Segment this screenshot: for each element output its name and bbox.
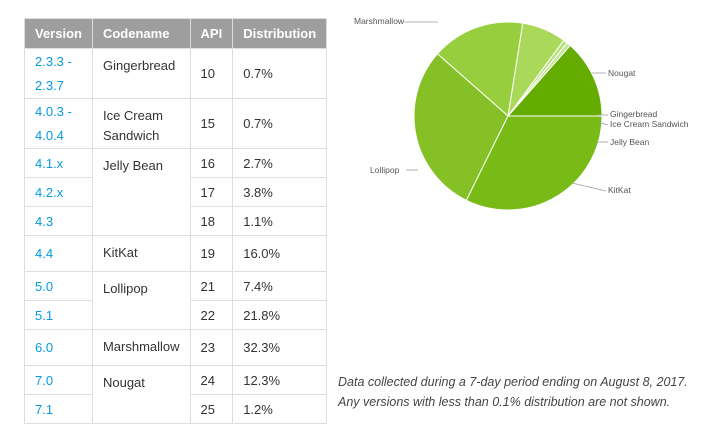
distribution-cell: 3.8% bbox=[232, 177, 328, 207]
table-row: 4.0.3 - 4.0.4 Ice Cream Sandwich 15 0.7% bbox=[24, 98, 328, 149]
codename-cell: Gingerbread bbox=[91, 48, 191, 99]
version-link[interactable]: 2.3.3 - 2.3.7 bbox=[24, 48, 93, 99]
footnote-line-2: Any versions with less than 0.1% distrib… bbox=[338, 395, 671, 409]
table-row: 6.0 Marshmallow 23 32.3% bbox=[24, 329, 328, 366]
table-row: 4.4 KitKat 19 16.0% bbox=[24, 235, 328, 272]
codename-cell: Nougat bbox=[91, 365, 191, 424]
pie-label-lollipop: Lollipop bbox=[370, 165, 400, 175]
pie-slice-kitkat bbox=[436, 21, 524, 117]
distribution-cell: 0.7% bbox=[232, 48, 328, 99]
table-row: 4.3 18 1.1% bbox=[24, 206, 328, 236]
version-text[interactable]: 4.0.3 - 4.0.4 bbox=[35, 103, 72, 143]
distribution-cell: 32.3% bbox=[232, 329, 328, 366]
version-link[interactable]: 5.0 bbox=[24, 271, 93, 301]
distribution-cell: 1.2% bbox=[232, 394, 328, 424]
codename-cell: Jelly Bean bbox=[91, 148, 191, 236]
version-link[interactable]: 4.4 bbox=[24, 235, 93, 272]
distribution-cell: 7.4% bbox=[232, 271, 328, 301]
table-row: 5.1 22 21.8% bbox=[24, 300, 328, 330]
version-link[interactable]: 4.0.3 - 4.0.4 bbox=[24, 98, 93, 149]
version-link[interactable]: 4.1.x bbox=[24, 148, 93, 178]
table-row: 7.1 25 1.2% bbox=[24, 394, 328, 424]
api-cell: 10 bbox=[189, 48, 234, 99]
distribution-cell: 21.8% bbox=[232, 300, 328, 330]
version-link[interactable]: 5.1 bbox=[24, 300, 93, 330]
header-distribution: Distribution bbox=[232, 18, 328, 49]
distribution-cell: 0.7% bbox=[232, 98, 328, 149]
api-cell: 16 bbox=[189, 148, 234, 178]
api-cell: 22 bbox=[189, 300, 234, 330]
pie-label-kitkat: KitKat bbox=[608, 185, 631, 195]
pie-label-nougat: Nougat bbox=[608, 68, 636, 78]
version-link[interactable]: 4.2.x bbox=[24, 177, 93, 207]
api-cell: 18 bbox=[189, 206, 234, 236]
pie-slice-nougat bbox=[506, 44, 603, 117]
header-api: API bbox=[189, 18, 234, 49]
pie-slice-marshmallow bbox=[465, 115, 603, 211]
api-cell: 24 bbox=[189, 365, 234, 395]
table-row: 2.3.3 - 2.3.7 Gingerbread 10 0.7% bbox=[24, 48, 328, 99]
table-row: 5.0 Lollipop 21 7.4% bbox=[24, 271, 328, 330]
table-row: 4.1.x Jelly Bean 16 2.7% bbox=[24, 148, 328, 236]
api-cell: 21 bbox=[189, 271, 234, 301]
distribution-cell: 1.1% bbox=[232, 206, 328, 236]
version-link[interactable]: 4.3 bbox=[24, 206, 93, 236]
distribution-cell: 16.0% bbox=[232, 235, 328, 272]
version-link[interactable]: 7.0 bbox=[24, 365, 93, 395]
api-cell: 19 bbox=[189, 235, 234, 272]
version-link[interactable]: 6.0 bbox=[24, 329, 93, 366]
codename-cell: Marshmallow bbox=[91, 329, 191, 366]
codename-cell: Lollipop bbox=[91, 271, 191, 330]
header-codename: Codename bbox=[91, 18, 191, 49]
codename-cell: Ice Cream Sandwich bbox=[91, 98, 191, 149]
api-cell: 15 bbox=[189, 98, 234, 149]
table-row: 7.0 Nougat 24 12.3% bbox=[24, 365, 328, 424]
pie-label-ice-cream-sandwich: Ice Cream Sandwich bbox=[610, 119, 689, 129]
api-cell: 25 bbox=[189, 394, 234, 424]
distribution-cell: 12.3% bbox=[232, 365, 328, 395]
version-link[interactable]: 7.1 bbox=[24, 394, 93, 424]
pie-leader-line bbox=[597, 121, 609, 126]
table-row: 4.2.x 17 3.8% bbox=[24, 177, 328, 207]
pie-leader-line bbox=[571, 182, 607, 192]
footnote: Data collected during a 7-day period end… bbox=[338, 372, 688, 412]
header-version: Version bbox=[24, 18, 93, 49]
footnote-line-1: Data collected during a 7-day period end… bbox=[338, 375, 688, 389]
pie-label-gingerbread: Gingerbread bbox=[610, 109, 658, 119]
pie-label-jelly-bean: Jelly Bean bbox=[610, 137, 649, 147]
distribution-cell: 2.7% bbox=[232, 148, 328, 178]
api-cell: 23 bbox=[189, 329, 234, 366]
table-header-row: Version Codename API Distribution bbox=[24, 18, 328, 49]
distribution-table: Version Codename API Distribution 2.3.3 … bbox=[24, 18, 328, 424]
codename-cell: KitKat bbox=[91, 235, 191, 272]
pie-label-marshmallow: Marshmallow bbox=[354, 16, 405, 26]
pie-slice-lollipop bbox=[413, 53, 509, 201]
version-text[interactable]: 2.3.3 - 2.3.7 bbox=[35, 53, 72, 93]
api-cell: 17 bbox=[189, 177, 234, 207]
